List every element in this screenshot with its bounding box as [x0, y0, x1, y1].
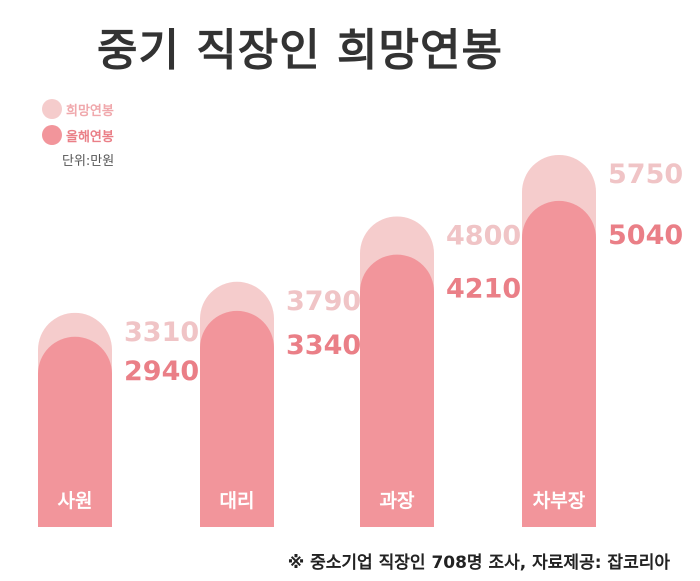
legend-swatch-current: [42, 125, 62, 145]
value-label-current-0: 2940: [124, 356, 199, 387]
category-label-2: 과장: [380, 490, 415, 512]
source-note: ※ 중소기업 직장인 708명 조사, 자료제공: 잡코리아: [287, 553, 670, 573]
category-label-0: 사원: [58, 490, 93, 512]
legend-label-current: 올해연봉: [66, 129, 114, 145]
value-label-current-2: 4210: [446, 274, 521, 305]
value-label-desired-1: 3790: [286, 286, 361, 317]
bar-current-2: [360, 254, 434, 527]
bar-current-0: [38, 336, 112, 527]
bar-current-1: [200, 310, 274, 527]
category-label-1: 대리: [220, 490, 255, 512]
value-label-desired-2: 4800: [446, 220, 521, 251]
unit-note: 단위:만원: [62, 154, 115, 169]
value-label-current-3: 5040: [608, 220, 683, 251]
legend-item-current: 올해연봉: [42, 122, 114, 148]
legend-label-desired: 희망연봉: [66, 103, 114, 119]
value-label-current-1: 3340: [286, 330, 361, 361]
chart-title: 중기 직장인 희망연봉: [97, 25, 503, 76]
legend-swatch-desired: [42, 99, 62, 119]
legend: 희망연봉 올해연봉: [42, 96, 114, 148]
value-label-desired-0: 3310: [124, 317, 199, 348]
legend-item-desired: 희망연봉: [42, 96, 114, 122]
value-label-desired-3: 5750: [608, 159, 683, 190]
category-label-3: 차부장: [533, 490, 586, 512]
bar-current-3: [522, 200, 596, 528]
